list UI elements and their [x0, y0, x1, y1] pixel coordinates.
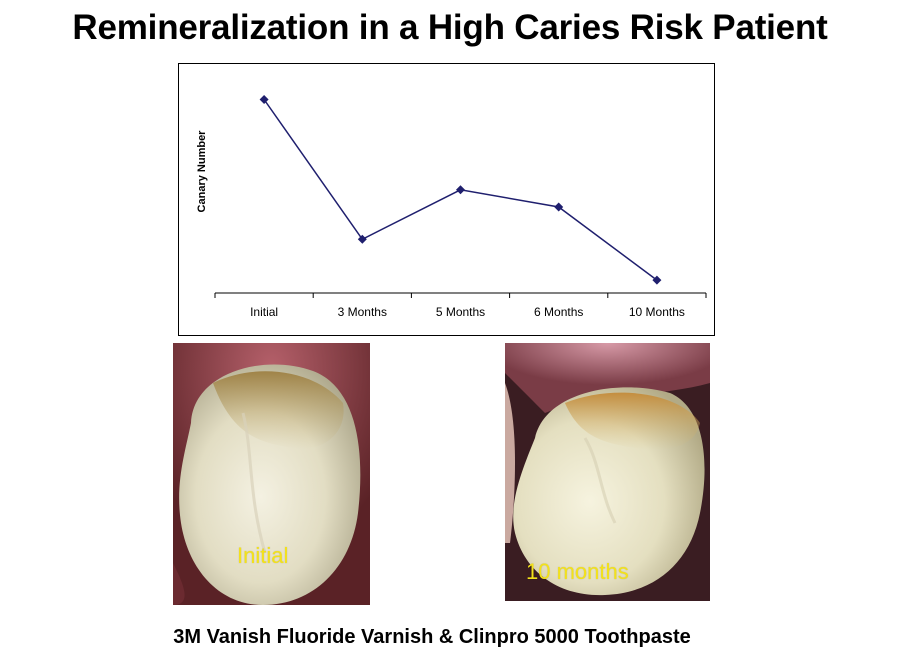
y-axis-label: Canary Number — [196, 130, 208, 213]
tooth-image-initial — [173, 343, 370, 605]
data-point-marker — [456, 185, 465, 195]
x-tick-label: 5 Months — [436, 305, 485, 319]
x-tick-label: 6 Months — [534, 305, 583, 319]
x-tick-label: 10 Months — [629, 305, 685, 319]
tooth-image-ten-months — [505, 343, 710, 601]
x-tick-label: 3 Months — [338, 305, 387, 319]
slide-caption: 3M Vanish Fluoride Varnish & Clinpro 500… — [173, 626, 691, 648]
data-point-marker — [357, 234, 367, 244]
data-point-marker — [554, 202, 564, 212]
photo-initial-tooth: Initial — [173, 343, 370, 605]
slide-title: Remineralization in a High Caries Risk P… — [72, 8, 828, 47]
data-point-marker — [652, 275, 662, 285]
photo-label-ten-months: 10 months — [526, 559, 629, 584]
line-chart: Initial 3 Months 5 Months 6 Months 10 Months… — [196, 95, 707, 319]
photo-label-initial: Initial — [237, 543, 289, 568]
x-tick-label: Initial — [250, 305, 278, 319]
photo-ten-months-tooth: 10 months — [505, 343, 710, 601]
data-point-marker — [259, 95, 269, 104]
chart-frame: Initial 3 Months 5 Months 6 Months 10 Months… — [178, 63, 715, 336]
